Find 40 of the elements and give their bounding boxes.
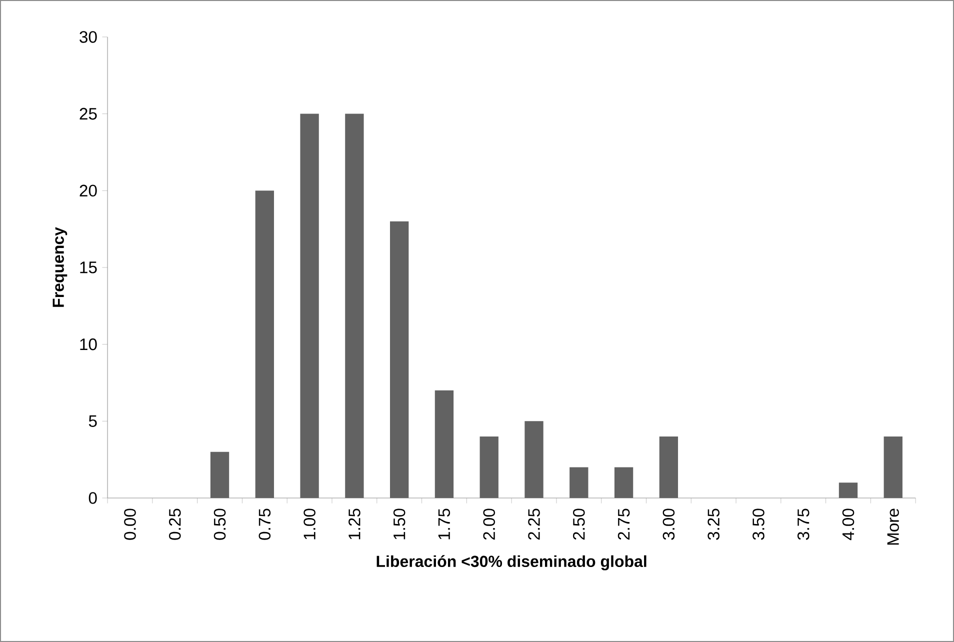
x-tick-label: 0.50 bbox=[214, 508, 226, 540]
bar bbox=[345, 114, 364, 498]
x-tick-label: 2.75 bbox=[618, 508, 630, 540]
y-tick-label: 5 bbox=[88, 415, 97, 427]
bar bbox=[659, 436, 678, 498]
x-tick-label: 0.75 bbox=[258, 508, 271, 540]
x-axis-title: Liberación <30% diseminado global bbox=[376, 555, 646, 570]
y-axis-title: Frequency bbox=[52, 227, 68, 307]
x-tick-label: 0.25 bbox=[168, 508, 181, 540]
x-tick-label: 4.00 bbox=[842, 508, 854, 540]
y-tick-label: 30 bbox=[80, 31, 97, 43]
y-tick-label: 25 bbox=[80, 108, 97, 120]
x-tick-label: 3.75 bbox=[797, 508, 810, 540]
bar bbox=[300, 114, 319, 498]
x-tick-label: 1.50 bbox=[393, 508, 406, 540]
bar bbox=[255, 190, 274, 498]
x-tick-label: 3.50 bbox=[752, 508, 764, 540]
bar bbox=[210, 452, 230, 498]
bar bbox=[614, 467, 634, 498]
bar bbox=[480, 436, 498, 498]
x-tick-label: 2.00 bbox=[483, 508, 496, 540]
bar bbox=[434, 390, 454, 498]
x-tick-label: 1.25 bbox=[348, 508, 360, 540]
y-tick-label: 10 bbox=[80, 338, 97, 350]
bar bbox=[524, 421, 544, 498]
x-tick-label: 1.75 bbox=[438, 508, 450, 540]
bar bbox=[838, 482, 858, 498]
y-tick-label: 15 bbox=[80, 262, 97, 274]
bar bbox=[884, 436, 902, 498]
bar bbox=[570, 467, 588, 498]
y-tick-label: 20 bbox=[80, 184, 97, 197]
x-tick-label: 3.25 bbox=[708, 508, 720, 540]
bar bbox=[390, 221, 409, 498]
x-tick-label: 3.00 bbox=[662, 508, 675, 540]
x-tick-label: More bbox=[887, 508, 899, 545]
y-tick-label: 0 bbox=[88, 492, 97, 504]
x-tick-label: 1.00 bbox=[304, 508, 316, 540]
x-tick-label: 0.00 bbox=[124, 508, 136, 540]
x-tick-label: 2.25 bbox=[528, 508, 540, 540]
x-tick-label: 2.50 bbox=[573, 508, 585, 540]
